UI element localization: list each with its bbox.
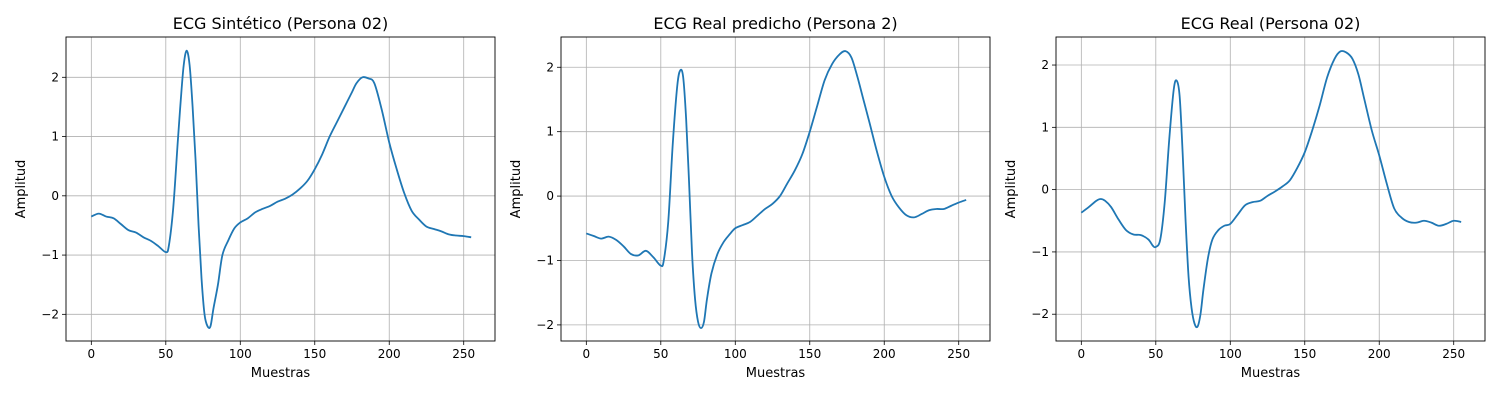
y-ticks: −2 −1 0 1 2: [536, 60, 561, 332]
y-tick-label: 1: [51, 130, 59, 144]
y-axis-label: Amplitud: [509, 160, 524, 219]
y-tick-label: 1: [546, 125, 554, 139]
x-axis-label: Muestras: [1241, 366, 1301, 381]
x-tick-label: 150: [303, 347, 326, 361]
x-tick-label: 100: [724, 347, 747, 361]
y-tick-label: 1: [1041, 120, 1049, 134]
grid-layer: [66, 37, 495, 341]
x-axis-label: Muestras: [251, 366, 311, 381]
x-tick-label: 100: [1219, 347, 1242, 361]
x-tick-label: 150: [798, 347, 821, 361]
x-tick-label: 50: [158, 347, 173, 361]
chart-title: ECG Real (Persona 02): [1181, 14, 1361, 33]
x-ticks: 0 50 100 150 200 250: [88, 341, 475, 361]
plot-frame: [560, 36, 991, 342]
x-tick-label: 50: [1148, 347, 1163, 361]
grid-layer: [561, 37, 990, 341]
y-tick-label: 2: [546, 60, 554, 74]
series-line: [90, 49, 472, 329]
y-tick-label: 0: [546, 189, 554, 203]
y-tick-label: −1: [536, 253, 554, 267]
x-tick-label: 250: [1442, 347, 1465, 361]
chart-panel-2: 0 50 100 150 200 250 −2 −1 0 1 2 ECG Real predich…: [509, 14, 991, 381]
x-ticks: 0 50 100 150 200 250: [583, 341, 970, 361]
y-tick-label: −1: [41, 248, 59, 262]
series-line: [1080, 50, 1462, 329]
series-line: [586, 50, 967, 330]
y-tick-label: −2: [41, 307, 59, 321]
plot-frame: [65, 36, 496, 342]
chart-panel-1: 0 50 100 150 200 250 −2 −1 0 1 2 ECG Sintético (P…: [14, 14, 496, 381]
x-tick-label: 0: [583, 347, 591, 361]
x-tick-label: 200: [1368, 347, 1391, 361]
x-tick-label: 50: [653, 347, 668, 361]
chart-title: ECG Sintético (Persona 02): [173, 14, 389, 33]
y-ticks: −2 −1 0 1 2: [1031, 58, 1056, 321]
y-ticks: −2 −1 0 1 2: [41, 70, 66, 321]
x-tick-label: 250: [452, 347, 475, 361]
y-tick-label: 2: [51, 70, 59, 84]
y-tick-label: −2: [1031, 307, 1049, 321]
y-tick-label: −2: [536, 318, 554, 332]
x-tick-label: 150: [1293, 347, 1316, 361]
y-tick-label: 0: [51, 189, 59, 203]
y-tick-label: −1: [1031, 245, 1049, 259]
grid-layer: [1056, 37, 1485, 341]
x-ticks: 0 50 100 150 200 250: [1078, 341, 1465, 361]
x-tick-label: 200: [873, 347, 896, 361]
x-tick-label: 0: [88, 347, 96, 361]
y-axis-label: Amplitud: [1004, 160, 1019, 219]
y-tick-label: 2: [1041, 58, 1049, 72]
plot-frame: [1055, 36, 1486, 342]
x-axis-label: Muestras: [746, 366, 806, 381]
x-tick-label: 0: [1078, 347, 1086, 361]
chart-title: ECG Real predicho (Persona 2): [653, 14, 897, 33]
chart-panel-3: 0 50 100 150 200 250 −2 −1 0 1 2 ECG Real (Person…: [1004, 14, 1486, 381]
y-tick-label: 0: [1041, 183, 1049, 197]
x-tick-label: 250: [947, 347, 970, 361]
y-axis-label: Amplitud: [14, 160, 29, 219]
x-tick-label: 100: [229, 347, 252, 361]
x-tick-label: 200: [378, 347, 401, 361]
